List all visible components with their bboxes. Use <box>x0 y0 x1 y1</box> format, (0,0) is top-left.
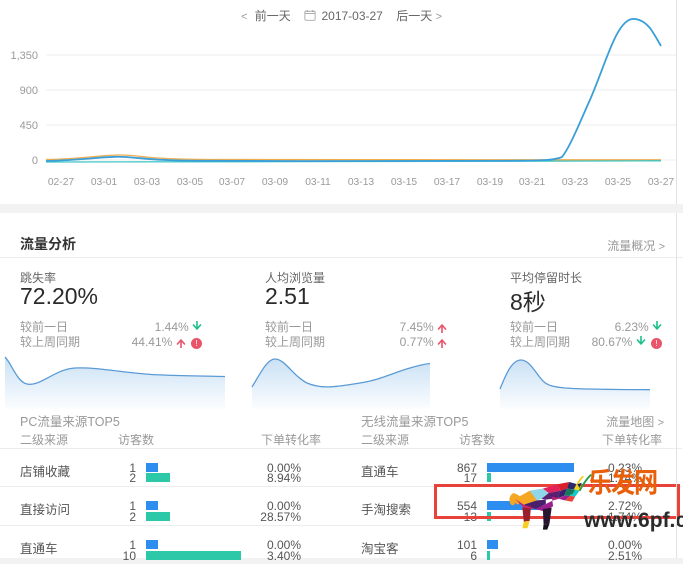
svg-text:03-15: 03-15 <box>391 177 418 188</box>
svg-text:03-09: 03-09 <box>262 177 289 188</box>
svg-text:03-21: 03-21 <box>519 177 546 188</box>
svg-text:0: 0 <box>32 155 38 167</box>
svg-text:03-19: 03-19 <box>477 177 504 188</box>
svg-text:1,350: 1,350 <box>10 50 38 62</box>
svg-text:03-01: 03-01 <box>91 177 118 188</box>
svg-text:02-27: 02-27 <box>48 177 75 188</box>
svg-text:03-03: 03-03 <box>134 177 161 188</box>
svg-text:450: 450 <box>20 120 38 132</box>
svg-text:03-27: 03-27 <box>648 177 675 188</box>
svg-text:03-17: 03-17 <box>434 177 461 188</box>
svg-text:03-05: 03-05 <box>177 177 204 188</box>
svg-text:03-07: 03-07 <box>219 177 246 188</box>
svg-text:03-25: 03-25 <box>605 177 632 188</box>
svg-text:03-11: 03-11 <box>305 177 331 188</box>
svg-text:900: 900 <box>20 85 38 97</box>
svg-text:03-23: 03-23 <box>562 177 589 188</box>
svg-text:03-13: 03-13 <box>348 177 375 188</box>
